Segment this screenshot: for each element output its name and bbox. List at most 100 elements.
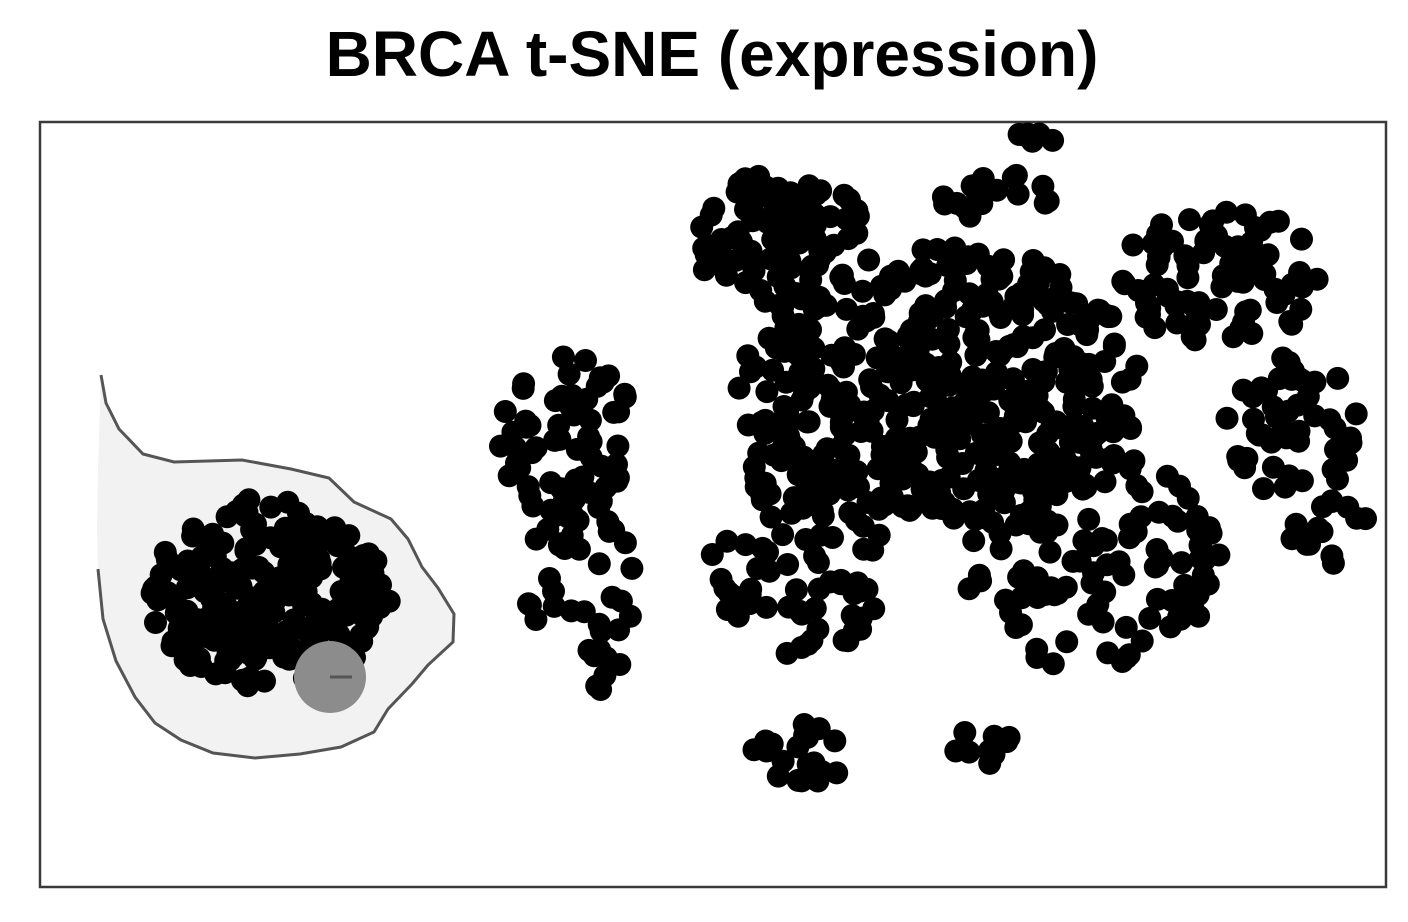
data-point (169, 558, 193, 582)
data-point (734, 533, 758, 557)
data-point (984, 340, 1008, 363)
cursor-layer (294, 641, 366, 713)
data-point (739, 360, 762, 384)
data-point (971, 423, 994, 447)
data-point (1326, 467, 1349, 491)
data-point (727, 376, 751, 400)
data-point (987, 267, 1011, 291)
data-point (954, 374, 978, 398)
data-point (918, 306, 941, 330)
data-point (574, 349, 597, 372)
data-point (1093, 470, 1117, 494)
data-point (832, 628, 856, 652)
data-point (702, 196, 726, 220)
data-point (1303, 404, 1327, 428)
data-point (862, 305, 886, 329)
data-point (1201, 209, 1225, 233)
data-point (1311, 495, 1334, 519)
data-point (1023, 488, 1047, 512)
data-point (620, 556, 644, 580)
data-point (1138, 606, 1162, 630)
data-point (938, 401, 962, 425)
data-point (1028, 431, 1051, 455)
data-point (722, 584, 746, 608)
data-point (1287, 419, 1311, 443)
data-point (606, 434, 630, 458)
data-point (1054, 575, 1078, 599)
data-point (797, 358, 821, 382)
data-point (1197, 516, 1221, 540)
data-point (1046, 455, 1070, 479)
data-point (1032, 262, 1056, 285)
data-point (879, 471, 903, 495)
data-point (795, 410, 819, 434)
data-point (736, 413, 760, 437)
data-point (1170, 551, 1194, 575)
data-point (594, 475, 618, 499)
data-point (1178, 208, 1201, 232)
data-point (1018, 567, 1042, 590)
data-point (1284, 512, 1308, 536)
data-point (600, 585, 624, 609)
data-point (1193, 547, 1217, 571)
data-point (1129, 505, 1153, 529)
data-point (909, 259, 932, 283)
data-point (951, 452, 975, 475)
data-point (538, 567, 561, 590)
data-point (230, 558, 254, 582)
data-point (557, 362, 581, 386)
data-point (1006, 182, 1030, 206)
data-point (971, 440, 995, 463)
data-point (1244, 216, 1267, 240)
data-point (1041, 299, 1064, 323)
data-point (1075, 323, 1099, 347)
data-point (957, 577, 981, 601)
data-point (802, 298, 826, 321)
data-point (1045, 513, 1069, 537)
data-point (234, 539, 258, 563)
data-point (1269, 408, 1292, 432)
data-point (782, 232, 805, 256)
data-point (771, 523, 795, 547)
data-point (892, 350, 915, 374)
data-point (1272, 283, 1296, 307)
data-point (999, 601, 1022, 624)
data-point (992, 491, 1016, 515)
data-point (988, 522, 1012, 545)
data-point (1077, 507, 1101, 531)
data-point (808, 238, 832, 262)
data-point (258, 622, 282, 646)
data-point (1007, 511, 1031, 535)
data-point (1150, 546, 1174, 570)
data-point (307, 547, 331, 571)
data-point (758, 414, 782, 438)
data-point (803, 596, 827, 620)
data-point (285, 538, 309, 562)
data-point (539, 471, 563, 495)
data-point (985, 178, 1009, 202)
data-point (1278, 310, 1302, 333)
data-point (1176, 254, 1200, 278)
data-point (861, 538, 885, 562)
data-point (835, 444, 859, 468)
data-point (559, 599, 583, 623)
data-point (1025, 384, 1049, 408)
data-point (958, 204, 982, 228)
data-point (799, 268, 823, 292)
data-point (1090, 527, 1114, 550)
data-point (1118, 526, 1141, 550)
data-point (186, 608, 210, 632)
data-point (181, 524, 205, 548)
data-point (833, 423, 857, 447)
data-point (516, 475, 540, 499)
data-point (943, 269, 967, 292)
data-point (852, 404, 876, 427)
data-point (1080, 571, 1104, 595)
data-point (750, 483, 774, 507)
data-point (807, 577, 831, 601)
data-point (1204, 298, 1228, 321)
data-point (1231, 270, 1255, 294)
data-point (759, 505, 783, 529)
data-point (1160, 589, 1184, 612)
